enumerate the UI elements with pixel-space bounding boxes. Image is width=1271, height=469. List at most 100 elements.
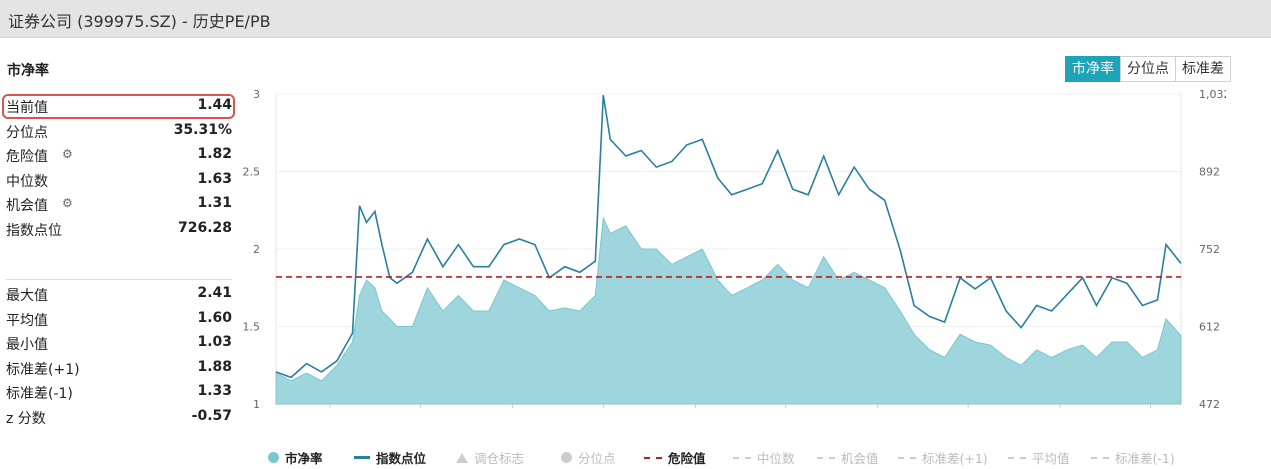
legend-item-5[interactable]: 中位数	[733, 448, 795, 467]
stat-label: 当前值	[6, 100, 48, 116]
legend-label: 危险值	[668, 451, 706, 466]
legend-item-6[interactable]: 机会值	[817, 448, 879, 467]
stat-row-bottom-4: 标准差(-1) 1.33	[6, 380, 232, 404]
legend-dash-icon	[1008, 456, 1026, 459]
current-value-highlight	[2, 94, 235, 119]
y-left-tick-label: 2	[253, 243, 260, 256]
stat-value: 2.41	[197, 285, 232, 301]
tab-1[interactable]: 分位点	[1120, 56, 1176, 82]
settings-gear-icon[interactable]: ⚙	[62, 196, 73, 210]
stat-label: 标准差(+1)	[6, 361, 80, 378]
window-titlebar: 证券公司 (399975.SZ) - 历史PE/PB	[0, 0, 1271, 38]
stat-label: 中位数	[6, 173, 48, 190]
stat-value: 1.82	[197, 146, 232, 162]
stat-label: 分位点	[6, 124, 48, 141]
pb-area-series	[275, 216, 1182, 405]
y-right-tick-label: 1,032	[1199, 88, 1226, 101]
legend-triangle-icon	[456, 452, 468, 463]
legend-label: 调仓标志	[474, 451, 525, 466]
x-tick-label: 23-01-01	[1035, 412, 1085, 414]
legend-label: 分位点	[578, 451, 616, 466]
window-title: 证券公司 (399975.SZ) - 历史PE/PB	[8, 12, 271, 31]
pb-chart: 1 1.5 2 2.5 3 472 612 752 892 1,032 19-01-01 19-07-…	[243, 88, 1227, 414]
stat-label: 最小值	[6, 337, 48, 353]
stat-row-top-0: 当前值 1.44	[6, 94, 232, 118]
stat-value: 1.44	[197, 97, 232, 113]
legend-item-9[interactable]: 标准差(-1)	[1091, 448, 1175, 467]
stat-label: 指数点位	[6, 222, 62, 239]
x-tick-label: 19-07-01	[395, 412, 445, 414]
section-title: 市净率	[7, 63, 49, 79]
legend-circle-icon	[268, 452, 279, 463]
y-left-tick-label: 3	[253, 88, 260, 101]
legend-item-7[interactable]: 标准差(+1)	[898, 448, 988, 467]
x-tick-label: 21-07-01	[761, 412, 811, 414]
legend-dash-icon	[1091, 456, 1109, 459]
y-left-tick-label: 1.5	[243, 321, 261, 334]
legend-item-2[interactable]: 调仓标志	[456, 448, 524, 467]
stat-row-bottom-3: 标准差(+1) 1.88	[6, 356, 232, 380]
stat-value: 1.03	[197, 334, 232, 350]
x-tick-label: 20-01-01	[487, 412, 537, 414]
legend-line-icon	[354, 456, 370, 459]
x-tick-label: 19-01-01	[305, 412, 355, 414]
legend-item-1[interactable]: 指数点位	[354, 448, 426, 467]
stat-label: 平均值	[6, 312, 48, 329]
legend-label: 机会值	[841, 451, 879, 466]
stat-value: -0.57	[191, 407, 232, 424]
settings-gear-icon[interactable]: ⚙	[62, 147, 73, 161]
stat-label: 标准差(-1)	[6, 386, 73, 402]
legend-label: 标准差(-1)	[1115, 451, 1175, 466]
x-tick-label: 22-07-01	[943, 412, 993, 414]
stat-row-top-4: 机会值 1.31 ⚙	[6, 192, 232, 216]
tab-0[interactable]: 市净率	[1065, 56, 1121, 82]
stat-value: 1.88	[197, 358, 232, 375]
stat-value: 35.31%	[173, 121, 232, 138]
y-right-tick-label: 472	[1199, 398, 1220, 411]
legend-label: 标准差(+1)	[922, 451, 988, 466]
stat-value: 1.33	[197, 383, 232, 399]
x-tick-label: 23-07-01	[1126, 412, 1176, 414]
stat-row-top-1: 分位点 35.31%	[6, 119, 232, 143]
y-right-tick-label: 612	[1199, 321, 1220, 334]
stat-value: 726.28	[177, 219, 232, 236]
y-right-tick-label: 892	[1199, 166, 1220, 179]
stat-value: 1.63	[197, 170, 232, 187]
view-tabs: 市净率 分位点 标准差	[1065, 56, 1231, 82]
stats-divider	[6, 279, 232, 280]
legend-dash-icon	[644, 456, 662, 459]
y-right-tick-label: 752	[1199, 243, 1220, 256]
stat-row-top-5: 指数点位 726.28	[6, 217, 232, 241]
legend-label: 中位数	[757, 451, 795, 466]
legend-item-8[interactable]: 平均值	[1008, 448, 1070, 467]
stat-row-bottom-5: z 分数 -0.57	[6, 405, 232, 429]
stat-row-bottom-0: 最大值 2.41	[6, 282, 232, 306]
legend-dash-icon	[733, 456, 751, 459]
legend-item-0[interactable]: 市净率	[268, 448, 323, 467]
legend-item-4[interactable]: 危险值	[644, 448, 706, 467]
y-left-tick-label: 2.5	[243, 166, 261, 179]
stat-value: 1.60	[197, 309, 232, 326]
stat-label: 危险值	[6, 149, 48, 165]
x-tick-label: 21-01-01	[670, 412, 720, 414]
stat-label: 最大值	[6, 288, 48, 304]
stat-row-top-2: 危险值 1.82 ⚙	[6, 143, 232, 167]
legend-dash-icon	[817, 456, 835, 459]
x-tick-label: 20-07-01	[578, 412, 628, 414]
stat-row-bottom-1: 平均值 1.60	[6, 307, 232, 331]
stat-value: 1.31	[197, 195, 232, 211]
stat-row-bottom-2: 最小值 1.03	[6, 331, 232, 355]
legend-label: 指数点位	[376, 451, 427, 466]
tab-2[interactable]: 标准差	[1175, 56, 1231, 82]
stat-label: 机会值	[6, 198, 48, 214]
stat-row-top-3: 中位数 1.63	[6, 168, 232, 192]
legend-dash-icon	[898, 456, 916, 459]
legend-label: 市净率	[285, 451, 323, 466]
index-line-series	[275, 94, 1182, 379]
legend-label: 平均值	[1032, 451, 1070, 466]
legend-item-3[interactable]: 分位点	[561, 448, 616, 467]
legend-circle-icon	[561, 452, 572, 463]
x-tick-label: 22-01-01	[853, 412, 903, 414]
y-left-tick-label: 1	[253, 398, 260, 411]
stat-label: z 分数	[6, 410, 46, 427]
